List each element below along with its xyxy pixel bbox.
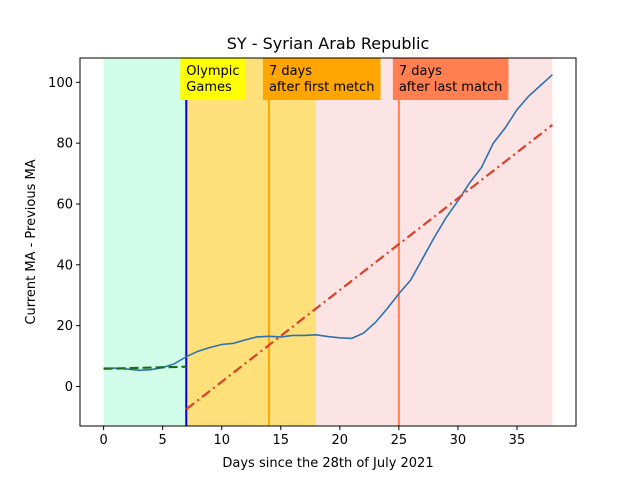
annotation-text-2-0: 7 days <box>399 64 442 79</box>
x-tick-label: 25 <box>391 433 408 448</box>
x-tick-label: 30 <box>450 433 467 448</box>
y-axis-label: Current MA - Previous MA <box>24 159 39 324</box>
series-line-dashed <box>103 365 187 370</box>
series-line-solid <box>103 74 553 372</box>
annotation-box-2 <box>392 58 509 100</box>
annotation-text-1-1: after first metch <box>269 80 375 95</box>
plot-frame <box>79 57 577 427</box>
annotation-box-1 <box>262 58 381 100</box>
x-tick-label: 35 <box>509 433 526 448</box>
y-tick-label: 20 <box>56 319 73 334</box>
series-line-dashdot <box>185 124 554 411</box>
chart-title: SY - Syrian Arab Republic <box>227 34 430 53</box>
annotation-text-0-1: Games <box>186 80 232 95</box>
annotation-text-1-0: 7 days <box>269 64 312 79</box>
x-tick-label: 10 <box>213 433 230 448</box>
x-tick-label: 5 <box>159 433 167 448</box>
shaded-region-1 <box>186 58 317 426</box>
y-tick-label: 0 <box>65 380 73 395</box>
annotation-text-0-0: Olympic <box>186 64 239 79</box>
y-tick-label: 100 <box>48 76 73 91</box>
x-tick-label: 15 <box>272 433 289 448</box>
shaded-region-2 <box>316 58 553 426</box>
x-tick-label: 20 <box>332 433 349 448</box>
x-tick-label: 0 <box>99 433 107 448</box>
annotation-text-2-1: after last match <box>399 80 503 95</box>
y-tick-label: 60 <box>56 197 73 212</box>
x-axis-label: Days since the 28th of July 2021 <box>222 456 433 471</box>
annotation-box-0 <box>180 58 246 100</box>
y-tick-label: 40 <box>56 258 73 273</box>
y-tick-label: 80 <box>56 137 73 152</box>
